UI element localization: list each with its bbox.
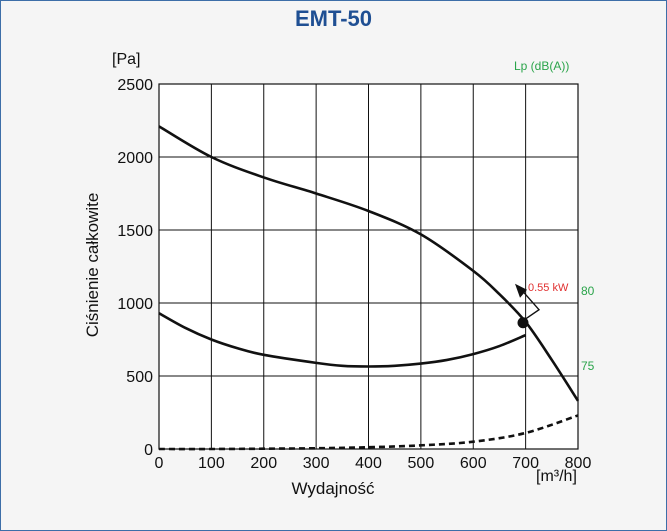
noise-axis-label: Lp (dB(A)) <box>514 59 569 73</box>
x-unit-label: [m³/h] <box>536 468 577 485</box>
series-line-3 <box>158 414 579 451</box>
series-group <box>158 125 580 451</box>
grid <box>158 83 579 450</box>
series-line-2 <box>158 312 527 368</box>
y-axis-label: Ciśnienie całkowite <box>83 193 102 338</box>
x-tick-label: 300 <box>303 455 330 472</box>
power-indicator-line <box>522 292 541 322</box>
power-annotation: 0.55 kW <box>528 282 569 294</box>
operating-point-dot <box>517 317 529 329</box>
x-axis-label: Wydajność <box>292 479 375 498</box>
x-tick-label: 100 <box>198 455 225 472</box>
x-tick-labels: 0 100 200 300 400 500 600 700 800 <box>155 455 592 472</box>
x-tick-label: 800 <box>565 455 592 472</box>
chart-title: EMT-50 <box>294 6 373 31</box>
y-tick-label: 0 <box>144 442 153 459</box>
x-tick-label: 700 <box>512 455 539 472</box>
y-tick-label: 2500 <box>117 77 153 94</box>
x-tick-label: 0 <box>155 455 164 472</box>
y-tick-labels: 0 500 1000 1500 2000 2500 <box>117 77 153 459</box>
noise-label-80: 80 <box>581 284 595 298</box>
y-unit-label: [Pa] <box>112 51 140 68</box>
x-tick-label: 200 <box>250 455 277 472</box>
x-tick-label: 500 <box>408 455 435 472</box>
power-arrow-head <box>515 283 528 298</box>
x-tick-label: 400 <box>355 455 382 472</box>
markers <box>515 283 541 329</box>
x-tick-label: 600 <box>460 455 487 472</box>
series-line-1 <box>158 125 580 402</box>
y-tick-label: 1500 <box>117 223 153 240</box>
y-tick-label: 500 <box>126 369 153 386</box>
y-tick-label: 2000 <box>117 150 153 167</box>
noise-label-75: 75 <box>581 359 595 373</box>
y-tick-label: 1000 <box>117 296 153 313</box>
